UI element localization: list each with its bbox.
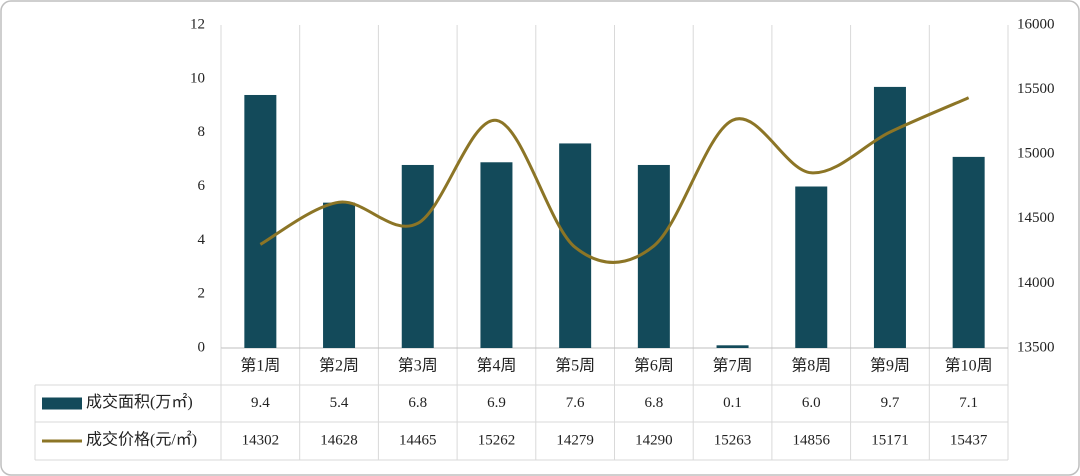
table-value: 15263	[714, 432, 752, 448]
bar	[795, 186, 828, 348]
y-tick-label: 6	[198, 178, 206, 194]
y2-tick-label: 15000	[1017, 146, 1055, 162]
y-tick-label: 12	[190, 16, 205, 32]
x-tick-label: 第9周	[870, 357, 910, 375]
x-tick-label: 第3周	[398, 357, 438, 375]
table-value: 14465	[399, 432, 437, 448]
table-value: 9.7	[881, 395, 900, 411]
bar	[480, 162, 513, 348]
table-value: 5.4	[330, 395, 349, 411]
table-value: 14856	[793, 432, 831, 448]
x-tick-label: 第7周	[713, 357, 753, 375]
y2-tick-label: 15500	[1017, 81, 1055, 97]
bar	[637, 164, 670, 348]
line	[259, 96, 970, 264]
bar	[244, 94, 277, 348]
bar	[323, 202, 356, 348]
table-value: 14290	[635, 432, 673, 448]
y2-tick-label: 14500	[1017, 210, 1055, 226]
table-value: 9.4	[251, 395, 270, 411]
x-tick-label: 第4周	[476, 357, 516, 375]
table-value: 6.8	[644, 395, 663, 411]
x-tick-label: 第6周	[634, 357, 674, 375]
y2-tick-label: 16000	[1017, 16, 1055, 32]
legend-label: 成交价格(元/㎡)	[86, 431, 197, 449]
x-tick-label: 第8周	[791, 357, 831, 375]
table-value: 7.1	[959, 395, 978, 411]
y2-tick-label: 14000	[1017, 275, 1055, 291]
x-tick-label: 第1周	[240, 357, 280, 375]
y-tick-label: 4	[198, 232, 206, 248]
table-value: 0.1	[723, 395, 742, 411]
x-tick-label: 第5周	[555, 357, 595, 375]
table-value: 6.0	[802, 395, 821, 411]
table-value: 6.8	[408, 395, 427, 411]
bar	[401, 164, 434, 348]
bar	[716, 345, 749, 348]
y-tick-label: 8	[198, 124, 206, 140]
y-tick-label: 2	[198, 286, 206, 302]
bar	[952, 156, 985, 348]
y2-tick-label: 13500	[1017, 339, 1055, 355]
table-value: 7.6	[566, 395, 585, 411]
legend-label: 成交面积(万㎡)	[86, 393, 193, 411]
table-value: 15437	[950, 432, 988, 448]
x-tick-label: 第2周	[319, 357, 359, 375]
table-value: 14302	[242, 432, 280, 448]
table-value: 15171	[871, 432, 909, 448]
table-value: 14279	[556, 432, 594, 448]
table-value: 14628	[320, 432, 358, 448]
table-value: 15262	[478, 432, 516, 448]
y-tick-label: 0	[198, 339, 206, 355]
y-tick-label: 10	[190, 70, 205, 86]
bar	[873, 86, 906, 349]
table-value: 6.9	[487, 395, 506, 411]
legend-swatch	[42, 397, 82, 410]
x-tick-label: 第10周	[945, 357, 993, 375]
